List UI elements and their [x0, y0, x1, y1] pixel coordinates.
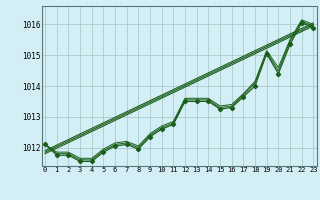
Text: Graphe pression niveau de la mer (hPa): Graphe pression niveau de la mer (hPa) [58, 183, 262, 192]
